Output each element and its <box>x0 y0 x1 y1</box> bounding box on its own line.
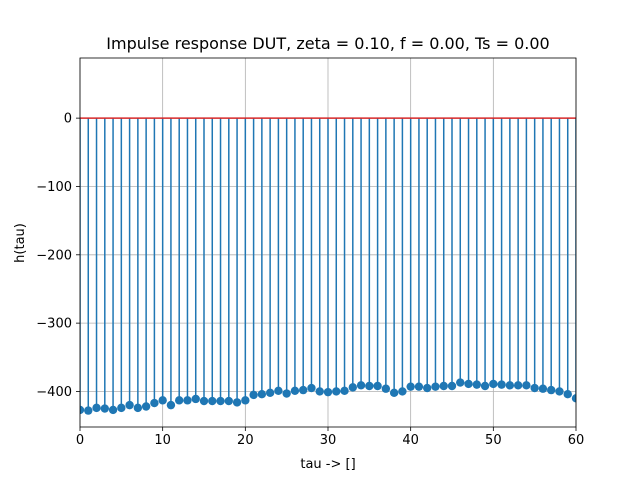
stem-marker <box>100 404 110 413</box>
stem-marker <box>423 383 432 393</box>
stem-marker <box>323 387 333 397</box>
stem-marker <box>299 385 308 395</box>
stem-marker <box>497 380 506 389</box>
stem-marker <box>373 381 382 391</box>
stem-marker <box>414 382 424 391</box>
y-tick-label: −200 <box>36 248 72 263</box>
stem-marker <box>356 381 366 390</box>
stem-marker <box>257 390 267 399</box>
stem-marker <box>232 398 242 407</box>
stem-marker <box>84 406 93 415</box>
x-tick-label: 50 <box>485 433 502 448</box>
stem-markers <box>80 378 576 415</box>
y-tick-label: −300 <box>36 317 72 332</box>
stem-marker <box>489 379 498 389</box>
ticks: 0 10 20 30 40 50 60 0 −100 −200 −300 −400 <box>36 112 584 448</box>
stem-marker <box>398 387 407 396</box>
chart-title: Impulse response DUT, zeta = 0.10, f = 0… <box>106 34 549 53</box>
y-axis-label: h(tau) <box>13 223 28 263</box>
stem-marker <box>464 379 473 389</box>
stem-marker <box>472 380 481 389</box>
stem-marker <box>547 385 556 395</box>
stem-lines <box>80 118 576 411</box>
stem-marker <box>150 398 159 408</box>
y-tick-label: 0 <box>64 112 72 127</box>
stem-marker <box>447 381 457 391</box>
stem-marker <box>249 390 258 400</box>
stem-marker <box>522 381 531 390</box>
stem-marker <box>505 381 515 390</box>
stem-marker <box>513 381 523 390</box>
stem-marker <box>456 378 465 387</box>
stem-marker <box>224 396 233 406</box>
stem-marker <box>191 394 200 404</box>
stem-marker <box>183 396 192 405</box>
stem-marker <box>530 383 539 393</box>
stem-marker <box>166 400 176 410</box>
stem-marker <box>274 386 283 395</box>
stem-marker <box>340 386 349 395</box>
stem-marker <box>133 403 143 413</box>
stem-marker <box>158 396 167 405</box>
x-tick-label: 10 <box>154 433 171 448</box>
stem-marker <box>555 387 564 396</box>
stem-marker <box>431 382 440 391</box>
stem-marker <box>365 381 374 391</box>
y-tick-label: −400 <box>36 385 72 400</box>
stem-marker <box>389 388 399 398</box>
x-tick-label: 60 <box>568 433 585 448</box>
stem-marker <box>241 396 250 405</box>
stem-marker <box>141 402 151 411</box>
stem-marker <box>80 405 85 415</box>
stem-marker <box>117 403 126 413</box>
x-tick-label: 40 <box>402 433 419 448</box>
stem-marker <box>348 383 357 392</box>
stem-marker <box>571 394 576 403</box>
stem-marker <box>290 386 300 395</box>
x-tick-label: 20 <box>237 433 254 448</box>
x-tick-label: 0 <box>76 433 84 448</box>
stem-marker <box>92 403 101 413</box>
stem-marker <box>108 405 118 415</box>
x-tick-label: 30 <box>320 433 337 448</box>
stem-marker <box>563 390 572 399</box>
stem-marker <box>208 396 217 406</box>
stem-marker <box>381 384 391 393</box>
stem-marker <box>439 381 448 391</box>
stem-marker <box>315 387 324 396</box>
stem-marker <box>199 396 209 406</box>
stem-marker <box>538 384 548 393</box>
stem-marker <box>125 400 134 410</box>
stem-marker <box>265 388 275 398</box>
stem-marker <box>216 396 225 406</box>
stem-marker <box>175 396 184 405</box>
stem-marker <box>332 387 341 396</box>
x-axis-label: tau -> [] <box>300 457 355 472</box>
stem-marker <box>406 382 415 391</box>
stem-marker <box>307 383 316 393</box>
y-tick-label: −100 <box>36 180 72 195</box>
stem-marker <box>282 389 291 398</box>
stem-marker <box>480 381 490 391</box>
